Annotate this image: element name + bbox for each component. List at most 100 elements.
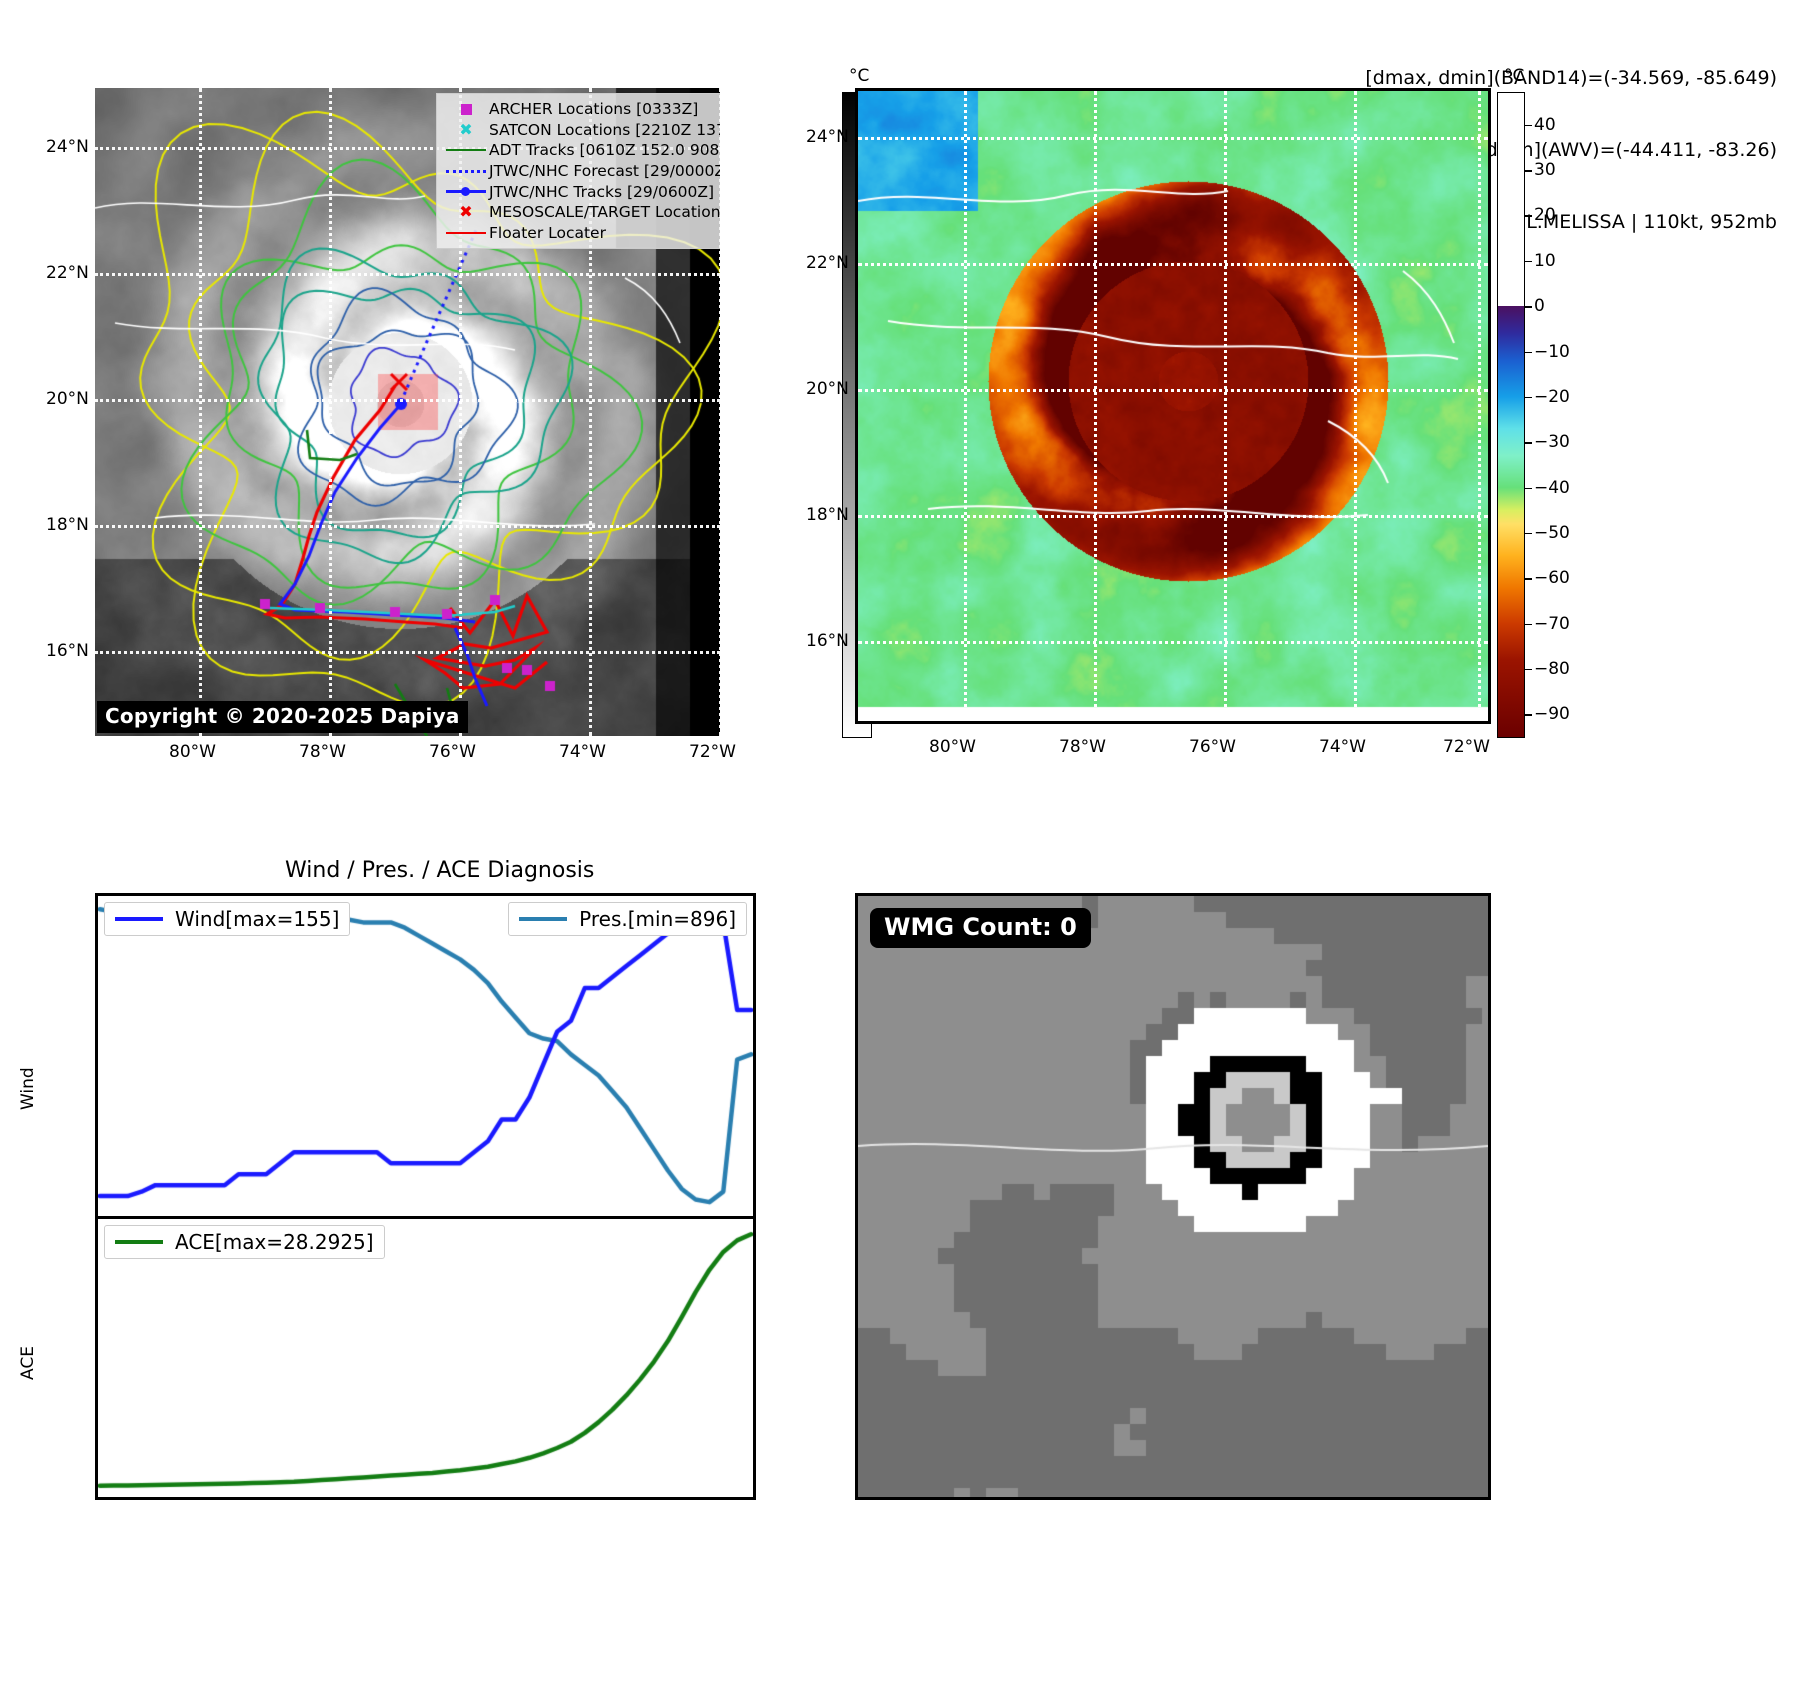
gridline-lon-80w: [199, 88, 202, 736]
pressure-line-swatch: [519, 916, 568, 922]
lon-tick-76w: 76°W: [429, 742, 476, 762]
legend-item-adt-tracks[interactable]: ADT Tracks [0610Z 152.0 908.9]: [443, 140, 720, 161]
gridline-lat-18n: [95, 525, 720, 528]
legend-item-archer[interactable]: ARCHER Locations [0333Z]: [443, 99, 720, 120]
lon-tick-76w-right: 76°W: [1189, 737, 1236, 757]
wind-ytick: 160: [98, 900, 99, 903]
gridline-lon-80w: [964, 91, 967, 721]
legend-label: ARCHER Locations [0333Z]: [489, 100, 699, 119]
colorbar-tick: −80: [1524, 659, 1570, 679]
axis-label-wind: Wind: [18, 1067, 38, 1110]
diagnosis-title: Wind / Pres. / ACE Diagnosis: [285, 858, 595, 883]
gridline-lat-20n: [95, 399, 720, 402]
gridline-lon-76w: [459, 88, 462, 736]
gridline-lon-74w: [589, 88, 592, 736]
legend-item-jtwc-forecast[interactable]: JTWC/NHC Forecast [29/0000Z]: [443, 161, 720, 182]
colorbar-tick: −70: [1524, 614, 1570, 634]
annot-band14: [dmax, dmin](BAND14)=(-34.569, -85.649): [1365, 67, 1777, 89]
ace-ytick: 25: [95, 1254, 98, 1274]
annot-storm-info: 13L.MELISSA | 110kt, 952mb: [1502, 211, 1777, 233]
gridline-lat-18n: [858, 515, 1488, 518]
ace-ytick: 5: [95, 1432, 98, 1452]
x-marker-icon: ✖: [459, 119, 473, 139]
lat-tick-20n: 20°N: [46, 389, 89, 409]
wind-pressure-plot[interactable]: Wind[max=155] Pres.[min=896] 20 40 60 80 100…: [95, 893, 756, 1221]
lat-tick-16n-right: 16°N: [806, 631, 849, 651]
colorbar-tick: 20: [1524, 205, 1556, 225]
wmg-panel[interactable]: WMG Count: 0: [855, 893, 1491, 1500]
gridline-lon-78w: [329, 88, 332, 736]
legend-label: ADT Tracks [0610Z 152.0 908.9]: [489, 141, 720, 160]
ace-ytick: 0: [95, 1476, 98, 1496]
wind-ytick: 40: [95, 1153, 98, 1173]
lon-tick-72w: 72°W: [689, 742, 736, 762]
ace-line-swatch: [115, 1239, 163, 1245]
gridline-lat-20n: [858, 389, 1488, 392]
x-marker-icon: ✖: [459, 202, 473, 222]
lat-tick-18n: 18°N: [46, 515, 89, 535]
copyright-text: Copyright © 2020-2025 Dapiya: [97, 701, 468, 733]
gridline-lon-76w: [1224, 91, 1227, 721]
lat-tick-22n-right: 22°N: [806, 253, 849, 273]
legend-item-mesoscale-target[interactable]: ✖ MESOSCALE/TARGET Location: [443, 202, 720, 223]
gridline-lat-16n: [858, 641, 1488, 644]
gridline-lon-72w: [719, 88, 720, 736]
legend-pressure[interactable]: Pres.[min=896]: [508, 902, 747, 936]
ace-plot[interactable]: ACE[max=28.2925] 0 5 10 15 20 25 30: [95, 1216, 756, 1500]
colorbar-tick: 10: [1524, 251, 1556, 271]
gridline-lat-24n: [858, 137, 1488, 140]
colorbar-tick: 40: [1524, 115, 1556, 135]
colorbar-tick: −50: [1524, 523, 1570, 543]
wind-ytick: 80: [95, 1066, 98, 1086]
legend-label: MESOSCALE/TARGET Location: [489, 203, 720, 222]
legend-item-satcon[interactable]: ✖ SATCON Locations [2210Z 137 932]: [443, 120, 720, 141]
colorbar-tick: −60: [1524, 568, 1570, 588]
colorbar-left-unit: °C: [849, 66, 870, 86]
ace-ytick: 10: [95, 1387, 98, 1407]
lon-tick-74w: 74°W: [559, 742, 606, 762]
map-legend: ARCHER Locations [0333Z] ✖ SATCON Locati…: [436, 93, 720, 250]
gridline-lon-74w: [1354, 91, 1357, 721]
pressure-ytick: 900: [753, 1182, 756, 1202]
colorbar-tick: −20: [1524, 387, 1570, 407]
wind-line-swatch: [115, 916, 163, 922]
lat-tick-22n: 22°N: [46, 263, 89, 283]
colorbar-tick: −40: [1524, 478, 1570, 498]
lon-tick-74w-right: 74°W: [1319, 737, 1366, 757]
pressure-ytick: 920: [753, 1129, 756, 1149]
ir-grayscale-map[interactable]: Copyright © 2020-2025 Dapiya ARCHER Loca…: [95, 88, 720, 736]
legend-item-floater-locater[interactable]: Floater Locater: [443, 223, 720, 244]
square-marker-icon: [443, 103, 489, 115]
ir-enhanced-map[interactable]: [855, 88, 1491, 724]
ace-ytick: 20: [95, 1298, 98, 1318]
lat-tick-24n-right: 24°N: [806, 127, 849, 147]
legend-ace[interactable]: ACE[max=28.2925]: [104, 1225, 385, 1259]
wind-pressure-canvas: [98, 896, 753, 1218]
lon-tick-80w: 80°W: [169, 742, 216, 762]
axis-label-ace: ACE: [18, 1346, 38, 1380]
colorbar-tick: −30: [1524, 432, 1570, 452]
colorbar-right: 40 30 20 10 0 −10 −20 −30 −40 −50 −60 −70 −80 −90: [1497, 92, 1570, 738]
pressure-ytick: 1000: [753, 918, 756, 938]
solid-line-icon: [443, 149, 489, 152]
lon-tick-78w-right: 78°W: [1059, 737, 1106, 757]
gridline-lat-22n: [858, 263, 1488, 266]
wind-ytick: 60: [95, 1109, 98, 1129]
lat-tick-24n: 24°N: [46, 137, 89, 157]
dotted-line-icon: [443, 169, 489, 173]
wmg-count-badge: WMG Count: 0: [870, 908, 1091, 948]
legend-wind[interactable]: Wind[max=155]: [104, 902, 351, 936]
pressure-ytick: 940: [753, 1076, 756, 1096]
gridline-lat-16n: [95, 651, 720, 654]
wind-ytick: 20: [95, 1197, 98, 1217]
ace-ytick: 30: [95, 1216, 98, 1229]
lat-tick-20n-right: 20°N: [806, 379, 849, 399]
line-with-marker-icon: [443, 187, 489, 197]
gridline-lon-78w: [1094, 91, 1097, 721]
legend-item-jtwc-tracks[interactable]: JTWC/NHC Tracks [29/0600Z]: [443, 181, 720, 202]
wind-ytick: 120: [98, 988, 99, 990]
pressure-ytick: 960: [753, 1023, 756, 1043]
colorbar-tick: 30: [1524, 160, 1556, 180]
ace-ytick: 15: [95, 1343, 98, 1363]
